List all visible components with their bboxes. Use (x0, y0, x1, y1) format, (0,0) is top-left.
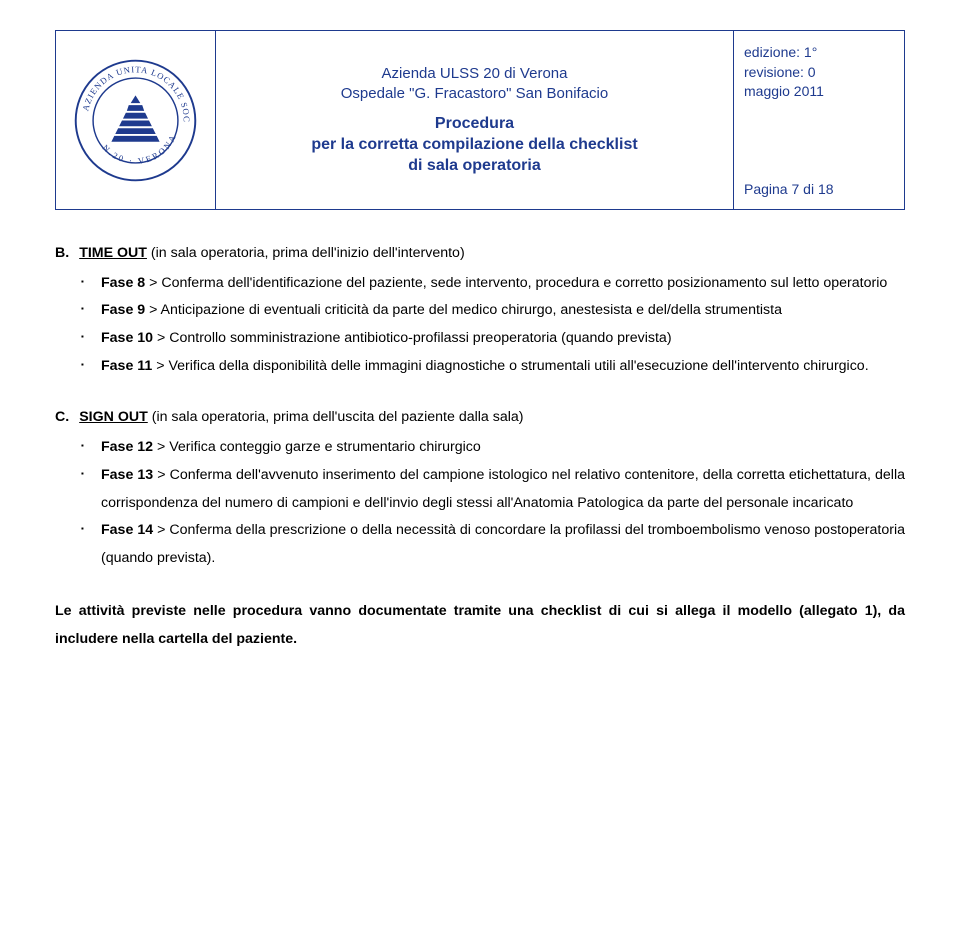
phase-text: > Conferma dell'avvenuto inserimento del… (101, 467, 905, 511)
phase-text: > Conferma dell'identificazione del pazi… (145, 275, 887, 291)
phase-label: Fase 12 (101, 439, 153, 455)
list-item: Fase 12 > Verifica conteggio garze e str… (81, 434, 905, 462)
header-proc-line1: Procedura (435, 114, 514, 135)
header-org-line2: Ospedale "G. Fracastoro" San Bonifacio (341, 84, 608, 104)
header-org-line1: Azienda ULSS 20 di Verona (382, 64, 568, 84)
phase-label: Fase 11 (101, 358, 152, 374)
header-proc-line2: per la corretta compilazione della check… (311, 135, 637, 156)
document-header: AZIENDA UNITA LOCALE SOCIO SANITARIA N.2… (55, 30, 905, 210)
section-c: C. SIGN OUT (in sala operatoria, prima d… (55, 404, 905, 572)
list-item: Fase 11 > Verifica della disponibilità d… (81, 353, 905, 381)
section-b-suffix-text: (in sala operatoria, prima dell'inizio d… (151, 245, 465, 261)
section-b-phase-list: Fase 8 > Conferma dell'identificazione d… (55, 270, 905, 381)
section-b: B. TIME OUT (in sala operatoria, prima d… (55, 240, 905, 380)
list-item: Fase 8 > Conferma dell'identificazione d… (81, 270, 905, 298)
list-item: Fase 10 > Controllo somministrazione ant… (81, 325, 905, 353)
phase-label: Fase 13 (101, 467, 153, 483)
section-b-letter: B. (55, 240, 69, 268)
phase-label: Fase 9 (101, 302, 145, 318)
header-proc-line3: di sala operatoria (408, 156, 541, 177)
phase-text: > Verifica della disponibilità delle imm… (152, 358, 868, 374)
phase-text: > Conferma della prescrizione o della ne… (101, 522, 905, 566)
phase-label: Fase 8 (101, 275, 145, 291)
org-seal-icon: AZIENDA UNITA LOCALE SOCIO SANITARIA N.2… (68, 53, 203, 188)
section-b-title: TIME OUT (79, 245, 147, 261)
svg-text:AZIENDA UNITA LOCALE SOCIO SAN: AZIENDA UNITA LOCALE SOCIO SANITARIA (68, 53, 192, 123)
header-page-number: Pagina 7 di 18 (744, 181, 834, 197)
phase-text: > Controllo somministrazione antibiotico… (153, 330, 672, 346)
header-edition: edizione: 1° (744, 43, 817, 63)
section-c-letter: C. (55, 404, 69, 432)
list-item: Fase 14 > Conferma della prescrizione o … (81, 517, 905, 572)
footer-note: Le attività previste nelle procedura van… (55, 597, 905, 654)
section-c-heading: C. SIGN OUT (in sala operatoria, prima d… (55, 404, 905, 432)
header-center-cell: Azienda ULSS 20 di Verona Ospedale "G. F… (216, 31, 734, 209)
section-c-phase-list: Fase 12 > Verifica conteggio garze e str… (55, 434, 905, 572)
header-meta-cell: edizione: 1° revisione: 0 maggio 2011 Pa… (734, 31, 904, 209)
phase-text: > Verifica conteggio garze e strumentari… (153, 439, 481, 455)
document-body: B. TIME OUT (in sala operatoria, prima d… (55, 210, 905, 653)
section-c-title: SIGN OUT (79, 409, 148, 425)
list-item: Fase 13 > Conferma dell'avvenuto inserim… (81, 462, 905, 517)
header-revision: revisione: 0 (744, 63, 816, 83)
header-logo-cell: AZIENDA UNITA LOCALE SOCIO SANITARIA N.2… (56, 31, 216, 209)
phase-label: Fase 14 (101, 522, 153, 538)
phase-text: > Anticipazione di eventuali criticità d… (145, 302, 782, 318)
section-b-heading: B. TIME OUT (in sala operatoria, prima d… (55, 240, 905, 268)
header-date: maggio 2011 (744, 82, 824, 102)
list-item: Fase 9 > Anticipazione di eventuali crit… (81, 297, 905, 325)
section-c-suffix-text: (in sala operatoria, prima dell'uscita d… (152, 409, 524, 425)
phase-label: Fase 10 (101, 330, 153, 346)
